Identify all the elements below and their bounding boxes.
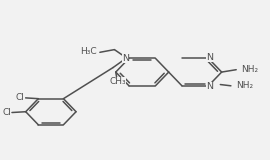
Text: N: N	[206, 53, 213, 62]
Text: Cl: Cl	[16, 93, 25, 102]
Text: H₃C: H₃C	[80, 48, 97, 56]
Text: N: N	[206, 82, 213, 91]
Text: CH₃: CH₃	[110, 77, 126, 86]
Text: N: N	[122, 53, 129, 63]
Text: Cl: Cl	[2, 108, 11, 117]
Text: NH₂: NH₂	[236, 81, 253, 90]
Text: NH₂: NH₂	[241, 65, 258, 74]
